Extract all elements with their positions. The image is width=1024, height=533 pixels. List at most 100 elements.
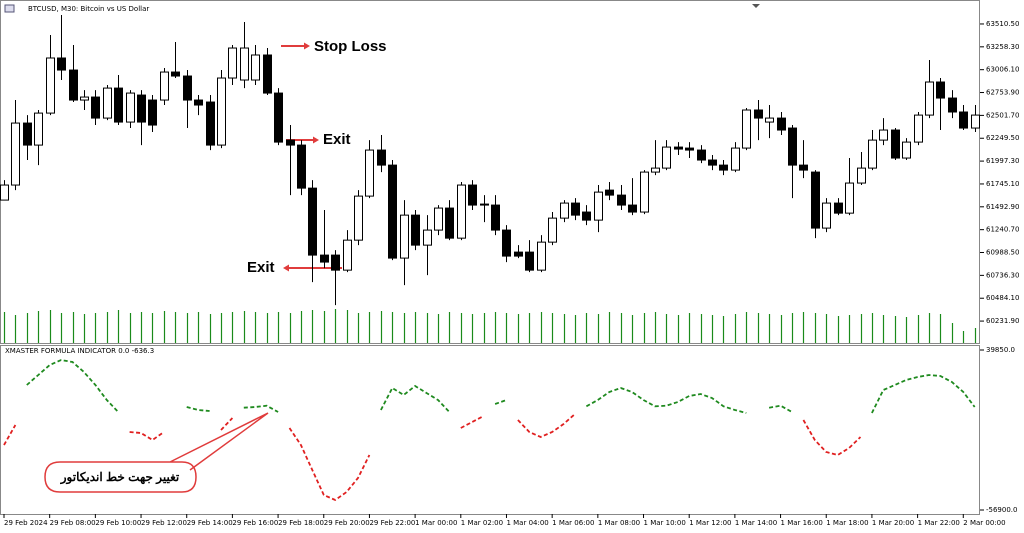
candle-body xyxy=(354,195,363,241)
candle-body xyxy=(137,94,146,123)
annotation: Exit xyxy=(323,131,351,148)
candle-body xyxy=(811,171,820,229)
candle-body xyxy=(274,92,283,143)
candle-body xyxy=(891,129,900,159)
candle-body xyxy=(948,97,957,113)
candle-body xyxy=(799,164,808,171)
candle-body xyxy=(365,149,374,197)
candle-body xyxy=(400,214,409,259)
candle-body xyxy=(491,204,500,231)
y-tick-label: -56900.0 xyxy=(986,506,1017,514)
indicator-pane xyxy=(0,345,980,515)
y-tick-label: 61240.70 xyxy=(986,226,1019,234)
candle-body xyxy=(423,229,432,246)
candle-body xyxy=(80,96,89,101)
candle-body xyxy=(286,139,295,146)
candle-body xyxy=(628,204,637,213)
y-tick-label: 63006.10 xyxy=(986,66,1019,74)
annotations xyxy=(44,42,342,493)
y-tick-label: 39850.0 xyxy=(986,346,1015,354)
x-tick-label: 1 Mar 04:00 xyxy=(506,519,548,527)
scroll-icon[interactable] xyxy=(752,4,760,8)
candle-body xyxy=(857,167,866,184)
x-tick-label: 29 Feb 10:00 xyxy=(95,519,141,527)
candle-body xyxy=(251,54,260,81)
candle-body xyxy=(525,251,534,271)
candle-body xyxy=(69,69,78,101)
candle-body xyxy=(411,214,420,246)
y-tick-label: 60988.50 xyxy=(986,249,1019,257)
x-tick-label: 1 Mar 02:00 xyxy=(461,519,503,527)
candle-body xyxy=(114,87,123,123)
candle-body xyxy=(160,71,169,101)
candle-body xyxy=(868,139,877,169)
x-tick-label: 29 Feb 14:00 xyxy=(187,519,233,527)
candle-body xyxy=(240,47,249,81)
indicator-line xyxy=(26,359,976,414)
x-tick-label: 1 Mar 10:00 xyxy=(644,519,686,527)
candle-body xyxy=(331,254,340,271)
candle-body xyxy=(617,194,626,206)
y-tick-label: 63258.30 xyxy=(986,43,1019,51)
y-tick-label: 63510.50 xyxy=(986,20,1019,28)
candle-body xyxy=(845,182,854,214)
candle-body xyxy=(788,127,797,166)
candle-body xyxy=(971,114,980,129)
candle-body xyxy=(925,81,934,116)
candle-body xyxy=(217,77,226,146)
candle-body xyxy=(582,211,591,221)
candle-body xyxy=(297,144,306,189)
candle-body xyxy=(320,254,329,263)
candle-body xyxy=(594,191,603,221)
indicator-line xyxy=(3,413,862,502)
main-pane xyxy=(0,0,980,344)
candle-body xyxy=(902,141,911,159)
x-tick-label: 29 Feb 22:00 xyxy=(369,519,415,527)
candle-body xyxy=(914,114,923,143)
candle-body xyxy=(742,109,751,149)
candle-body xyxy=(560,202,569,219)
candle-body xyxy=(822,202,831,229)
candle-body xyxy=(537,241,546,271)
candle-body xyxy=(936,81,945,99)
candle-body xyxy=(11,122,20,186)
candle-body xyxy=(605,189,614,196)
candle-body xyxy=(388,164,397,259)
annotation: Exit xyxy=(247,259,275,276)
x-tick-label: 29 Feb 20:00 xyxy=(324,519,370,527)
x-tick-label: 1 Mar 08:00 xyxy=(598,519,640,527)
arrow-head xyxy=(304,42,310,50)
candle-body xyxy=(103,87,112,119)
x-tick-label: 29 Feb 12:00 xyxy=(141,519,187,527)
candle-body xyxy=(765,117,774,123)
candle-body xyxy=(148,99,157,126)
x-tick-label: 1 Mar 20:00 xyxy=(872,519,914,527)
x-tick-label: 29 Feb 2024 xyxy=(4,519,48,527)
arrow-head xyxy=(313,136,319,144)
arrow-head xyxy=(283,264,289,272)
candle-body xyxy=(548,217,557,243)
candle-body xyxy=(263,54,272,94)
candle-body xyxy=(959,111,968,129)
y-tick-label: 60736.30 xyxy=(986,271,1019,279)
candle-body xyxy=(0,184,9,201)
candle-body xyxy=(228,47,237,79)
candle-body xyxy=(640,171,649,213)
candle-body xyxy=(834,202,843,214)
candle-body xyxy=(377,149,386,166)
candle-body xyxy=(171,71,180,77)
candle-body xyxy=(46,57,55,114)
candle-body xyxy=(719,164,728,171)
y-tick-label: 61492.90 xyxy=(986,203,1019,211)
candle-body xyxy=(879,129,888,141)
candle-body xyxy=(183,75,192,101)
x-tick-label: 1 Mar 06:00 xyxy=(552,519,594,527)
candle-body xyxy=(651,167,660,173)
candle-body xyxy=(685,147,694,151)
x-tick-label: 29 Feb 18:00 xyxy=(278,519,324,527)
chart-title: BTCUSD, M30: Bitcoin vs US Dollar xyxy=(28,5,149,13)
candle-body xyxy=(445,207,454,239)
